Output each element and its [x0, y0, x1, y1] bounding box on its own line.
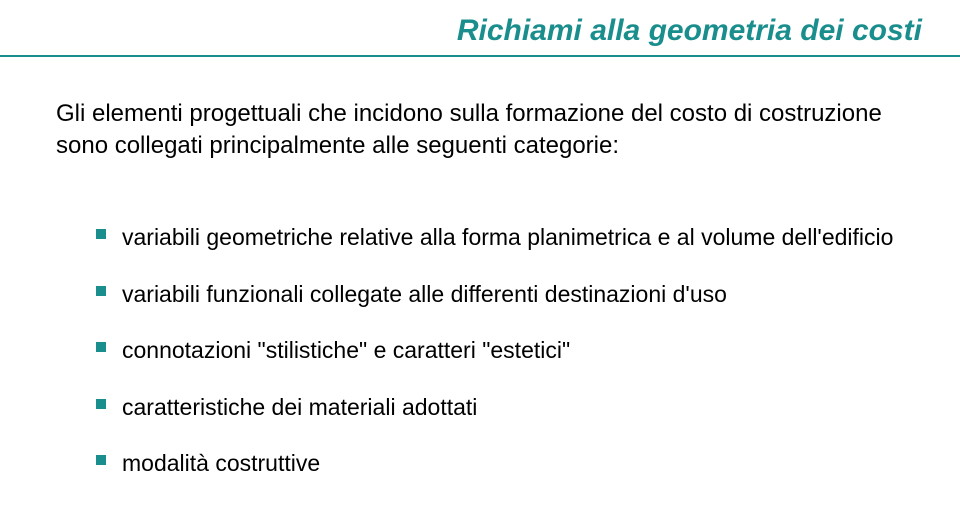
square-bullet-icon [96, 455, 106, 465]
square-bullet-icon [96, 342, 106, 352]
list-item-text: variabili funzionali collegate alle diff… [122, 277, 727, 312]
intro-paragraph: Gli elementi progettuali che incidono su… [56, 98, 900, 163]
bullet-list: variabili geometriche relative alla form… [96, 220, 900, 503]
title-underline [0, 55, 960, 57]
square-bullet-icon [96, 399, 106, 409]
slide: Richiami alla geometria dei costi Gli el… [0, 0, 960, 514]
list-item: variabili geometriche relative alla form… [96, 220, 900, 255]
slide-title: Richiami alla geometria dei costi [457, 14, 922, 48]
list-item-text: caratteristiche dei materiali adottati [122, 390, 477, 425]
list-item: connotazioni "stilistiche" e caratteri "… [96, 333, 900, 368]
list-item: modalità costruttive [96, 446, 900, 481]
list-item: caratteristiche dei materiali adottati [96, 390, 900, 425]
list-item-text: variabili geometriche relative alla form… [122, 220, 893, 255]
list-item-text: modalità costruttive [122, 446, 320, 481]
square-bullet-icon [96, 229, 106, 239]
list-item-text: connotazioni "stilistiche" e caratteri "… [122, 333, 570, 368]
square-bullet-icon [96, 286, 106, 296]
list-item: variabili funzionali collegate alle diff… [96, 277, 900, 312]
